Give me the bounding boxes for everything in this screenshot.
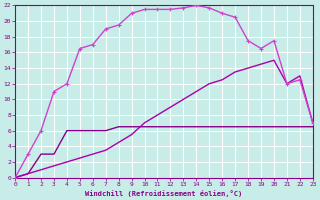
X-axis label: Windchill (Refroidissement éolien,°C): Windchill (Refroidissement éolien,°C) xyxy=(85,190,243,197)
